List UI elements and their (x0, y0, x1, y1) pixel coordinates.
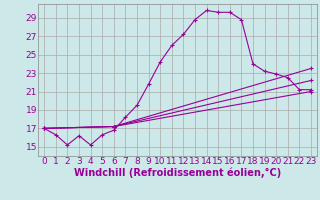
X-axis label: Windchill (Refroidissement éolien,°C): Windchill (Refroidissement éolien,°C) (74, 168, 281, 178)
